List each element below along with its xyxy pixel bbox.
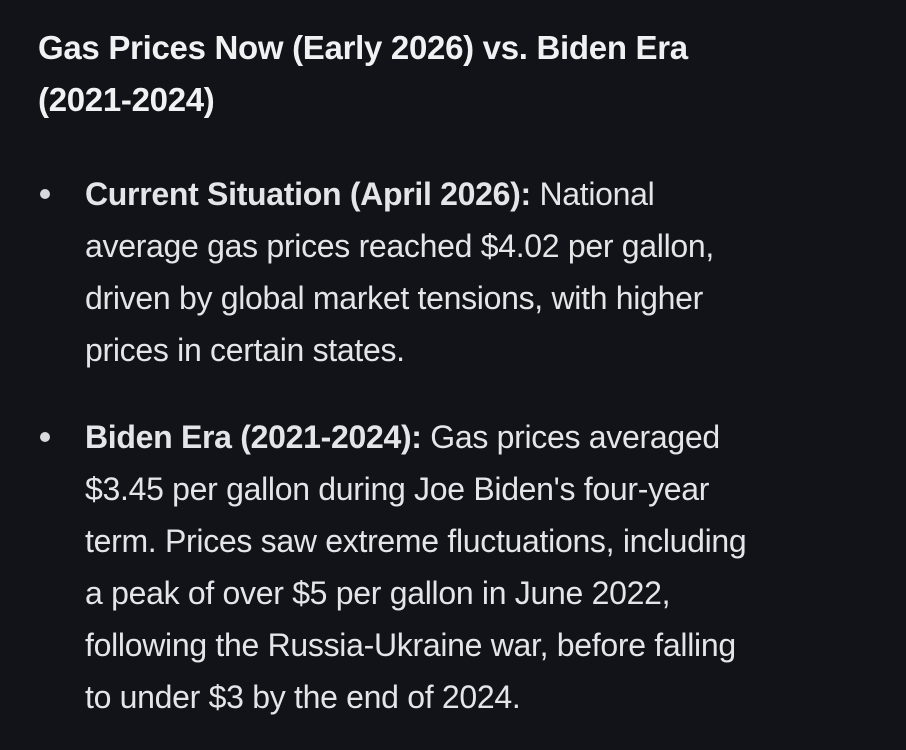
list-item-lead-text: Current Situation (April 2026): <box>85 176 531 212</box>
list-item-body-text: prices in certain states. <box>85 332 405 368</box>
list-item: Current Situation (April 2026): National… <box>40 168 906 376</box>
list-item-body-text: Gas prices averaged <box>421 419 720 455</box>
list-item-body-text: a peak of over $5 per gallon in June 202… <box>85 575 671 611</box>
list-item-body-text: $3.45 per gallon during Joe Biden's four… <box>85 471 710 507</box>
list-item-lead-text: Biden Era (2021-2024): <box>85 419 422 455</box>
page-title: Gas Prices Now (Early 2026) vs. Biden Er… <box>38 29 688 118</box>
list-item-body-text: National <box>530 176 655 212</box>
list-item-body-text: driven by global market tensions, with h… <box>85 280 703 316</box>
list-item-body-text: term. Prices saw extreme fluctuations, i… <box>85 523 747 559</box>
list-item-body-text: following the Russia-Ukraine war, before… <box>85 627 736 663</box>
list-item: Biden Era (2021-2024): Gas prices averag… <box>40 411 906 723</box>
list-item-body-text: to under $3 by the end of 2024. <box>85 679 521 715</box>
list-item-body-text: average gas prices reached $4.02 per gal… <box>85 228 715 264</box>
bullet-icon <box>40 432 50 442</box>
bullet-list: Current Situation (April 2026): National… <box>38 168 906 723</box>
bullet-icon <box>40 189 50 199</box>
